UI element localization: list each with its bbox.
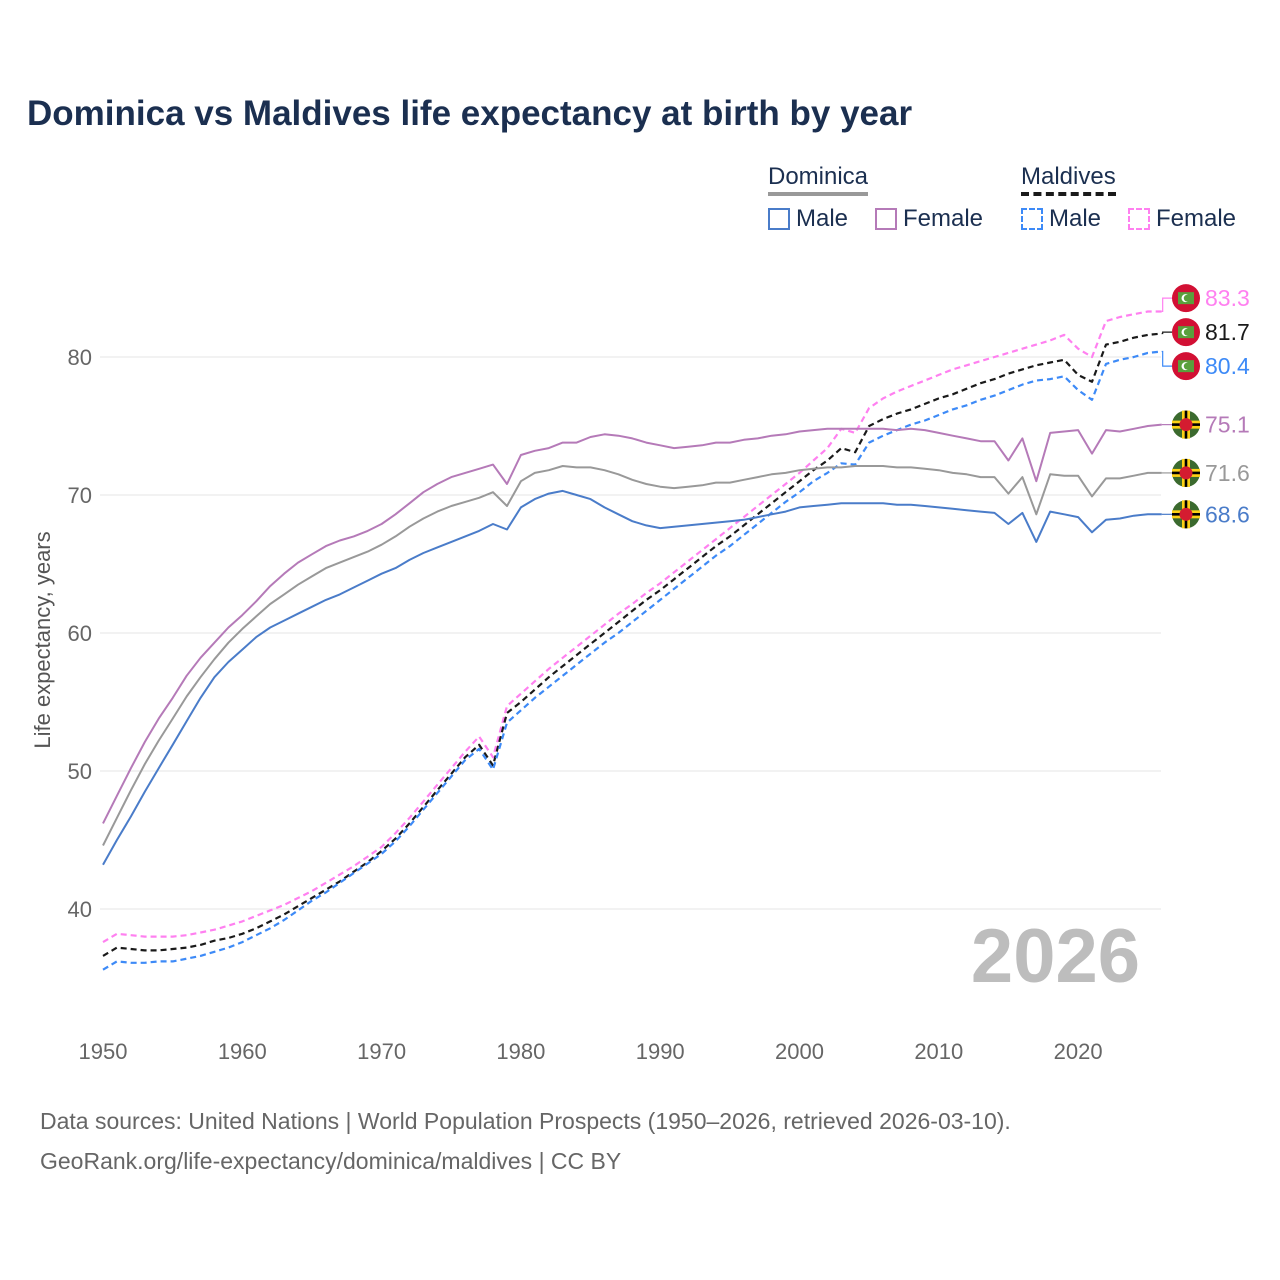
x-tick-label: 2010 bbox=[914, 1039, 963, 1064]
end-value-label: 68.6 bbox=[1205, 501, 1250, 527]
legend-item-dominica-male[interactable]: Male bbox=[768, 205, 848, 233]
series-line-dominica-female bbox=[102, 423, 1162, 824]
flag-red-disc bbox=[1179, 507, 1193, 521]
end-value-label: 80.4 bbox=[1205, 353, 1250, 379]
x-tick-label: 1950 bbox=[79, 1039, 128, 1064]
legend-label: Male bbox=[796, 205, 849, 232]
legend-swatch bbox=[875, 208, 897, 230]
y-tick-label: 60 bbox=[68, 621, 92, 646]
end-value-label: 75.1 bbox=[1205, 412, 1250, 438]
legend-label: Female bbox=[1156, 205, 1237, 232]
footer-sources: Data sources: United Nations | World Pop… bbox=[40, 1108, 1011, 1134]
crescent-inner bbox=[1183, 362, 1191, 370]
end-labels: 83.3 81.7 80.4 75.1 71.6 68.6 bbox=[1161, 284, 1250, 529]
maldives-flag-icon bbox=[1172, 284, 1200, 313]
legend-swatch bbox=[1128, 208, 1150, 230]
legend-swatch bbox=[1021, 208, 1043, 230]
x-axis-ticks: 1950 1960 1970 1980 1990 2000 2010 2020 bbox=[79, 1039, 1103, 1064]
series-lines bbox=[102, 310, 1162, 971]
chart-title: Dominica vs Maldives life expectancy at … bbox=[27, 94, 913, 133]
crescent-inner bbox=[1183, 328, 1191, 336]
maldives-flag-icon bbox=[1172, 318, 1200, 347]
y-tick-label: 70 bbox=[68, 483, 92, 508]
x-tick-label: 1980 bbox=[496, 1039, 545, 1064]
legend-swatch bbox=[768, 208, 790, 230]
y-axis-label: Life expectancy, years bbox=[30, 531, 55, 748]
gridlines bbox=[100, 356, 1161, 910]
x-tick-label: 1960 bbox=[218, 1039, 267, 1064]
x-tick-label: 1970 bbox=[357, 1039, 406, 1064]
y-tick-label: 80 bbox=[68, 345, 92, 370]
label-connector bbox=[1161, 297, 1172, 313]
series-line-dominica bbox=[102, 465, 1162, 846]
footer-attribution[interactable]: GeoRank.org/life-expectancy/dominica/mal… bbox=[40, 1148, 622, 1174]
label-connector bbox=[1161, 331, 1172, 335]
dominica-flag-icon bbox=[1172, 500, 1200, 529]
flag-red-disc bbox=[1179, 418, 1193, 432]
flag-red-disc bbox=[1179, 466, 1193, 480]
end-value-label: 81.7 bbox=[1205, 319, 1250, 345]
legend-label: Male bbox=[1049, 205, 1102, 232]
crescent-inner bbox=[1183, 294, 1191, 302]
end-value-label: 71.6 bbox=[1205, 460, 1250, 486]
maldives-flag-icon bbox=[1172, 352, 1200, 381]
y-axis-ticks: 40 50 60 70 80 bbox=[68, 345, 92, 922]
x-tick-label: 2020 bbox=[1054, 1039, 1103, 1064]
legend-group-title: Dominica bbox=[768, 163, 869, 196]
label-connector bbox=[1161, 350, 1172, 367]
legend-item-dominica-female[interactable]: Female bbox=[875, 205, 983, 233]
y-tick-label: 50 bbox=[68, 759, 92, 784]
x-tick-label: 1990 bbox=[636, 1039, 685, 1064]
dominica-flag-icon bbox=[1172, 410, 1200, 439]
series-line-maldives-female bbox=[102, 310, 1162, 944]
legend-group-title: Maldives bbox=[1021, 163, 1116, 196]
x-tick-label: 2000 bbox=[775, 1039, 824, 1064]
year-watermark: 2026 bbox=[971, 914, 1140, 999]
series-line-maldives bbox=[102, 332, 1162, 957]
dominica-flag-icon bbox=[1172, 458, 1200, 487]
legend-item-maldives-male[interactable]: Male bbox=[1021, 205, 1101, 233]
series-line-maldives-male bbox=[102, 350, 1162, 971]
end-value-label: 83.3 bbox=[1205, 285, 1250, 311]
legend-label: Female bbox=[903, 205, 984, 232]
series-line-dominica-male bbox=[102, 489, 1162, 866]
legend-item-maldives-female[interactable]: Female bbox=[1128, 205, 1236, 233]
y-tick-label: 40 bbox=[68, 897, 92, 922]
